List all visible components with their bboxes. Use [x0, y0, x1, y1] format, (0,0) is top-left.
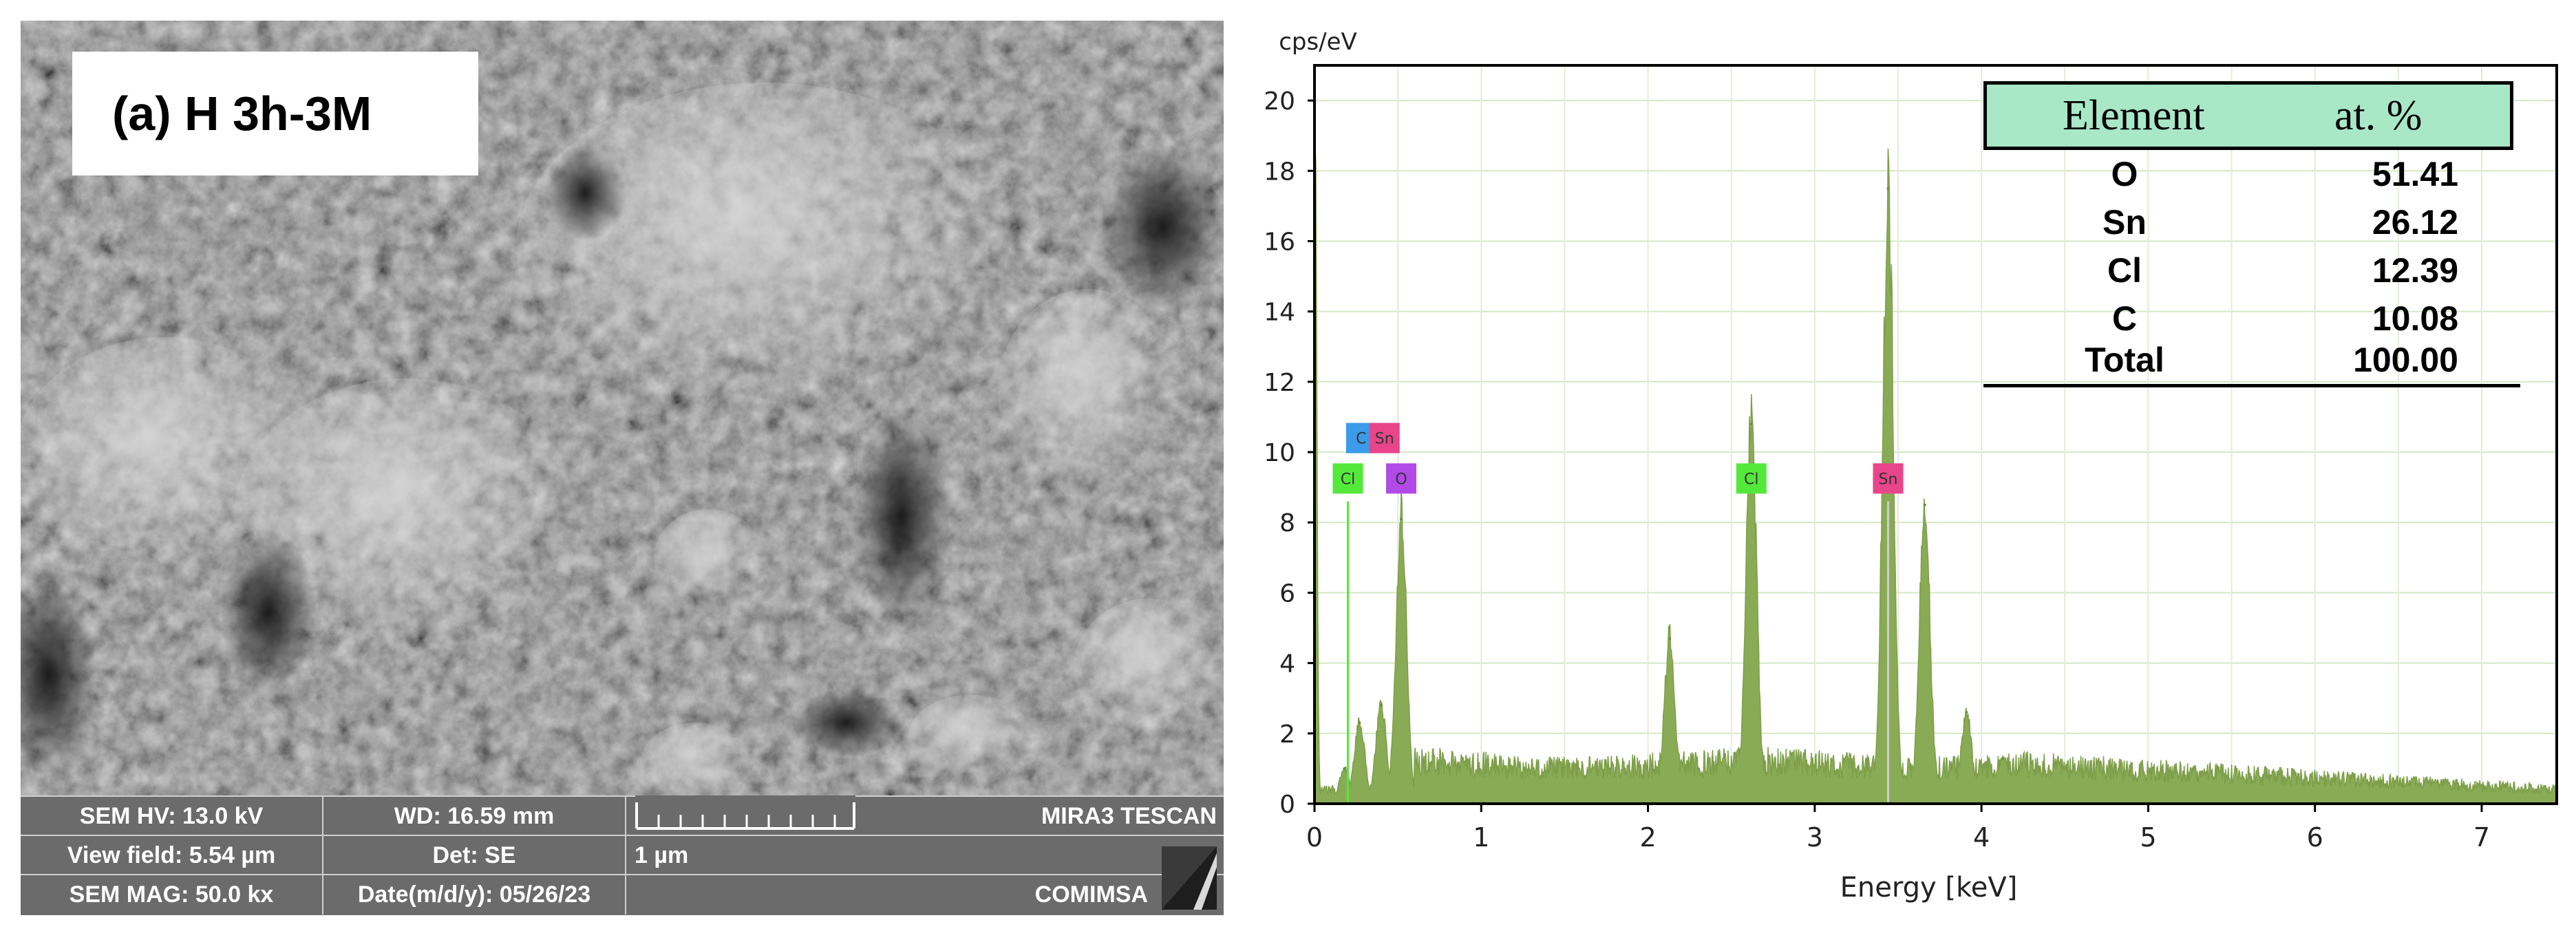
- info-row: View field: 5.54 µm Det: SE 1 µm: [21, 835, 1224, 875]
- table-cell-element: Cl: [2107, 251, 2142, 290]
- spectrum-peak: [1379, 703, 1383, 707]
- element-marker-label: Cl: [1744, 471, 1758, 488]
- lab-text: COMIMSA: [1034, 881, 1148, 908]
- y-tick-label: 2: [1279, 720, 1295, 749]
- info-row: SEM HV: 13.0 kV WD: 16.59 mm MIRA3 TESCA…: [21, 795, 1224, 836]
- table-header: Element at. %: [1983, 81, 2513, 150]
- column-header-at-pct: at. %: [2334, 92, 2423, 139]
- table-cell-element: Total: [2085, 341, 2164, 379]
- table-row: C 10.08: [1983, 295, 2520, 343]
- y-tick-label: 10: [1264, 439, 1295, 467]
- element-marker-box: [1332, 463, 1363, 494]
- view-field-text: View field: 5.54 µm: [21, 836, 323, 875]
- column-header-element: Element: [2063, 92, 2205, 139]
- scale-bar: [635, 795, 855, 830]
- sem-hv-text: SEM HV: 13.0 kV: [21, 797, 323, 836]
- y-tick-label: 0: [1279, 791, 1295, 819]
- spectrum-peak: [1749, 422, 1753, 426]
- info-row: SEM MAG: 50.0 kx Date(m/d/y): 05/26/23 C…: [21, 874, 1224, 914]
- x-tick-label: 1: [1473, 822, 1489, 853]
- table-row: Cl 12.39: [1983, 246, 2520, 295]
- spectrum-peak: [1399, 517, 1403, 521]
- y-tick-label: 6: [1279, 579, 1295, 608]
- element-marker-label: O: [1395, 471, 1407, 488]
- y-axis-label: cps/eV: [1279, 28, 1357, 56]
- table-cell-value: 26.12: [2372, 203, 2458, 242]
- element-marker-label: C: [1356, 431, 1366, 448]
- instrument-text: MIRA3 TESCAN: [1041, 803, 1217, 829]
- spectrum-peak: [1923, 503, 1926, 506]
- plot-frame: [1313, 64, 2558, 805]
- element-marker-box: [1873, 463, 1904, 494]
- sem-info-bar: SEM HV: 13.0 kV WD: 16.59 mm MIRA3 TESCA…: [21, 795, 1224, 915]
- spectrum-peak: [1965, 711, 1968, 714]
- table-cell-value: 10.08: [2372, 299, 2458, 338]
- table-cell-value: 100.00: [2353, 341, 2458, 379]
- table-cell-value: 12.39: [2372, 251, 2458, 290]
- element-marker-cl: Cl: [1736, 463, 1767, 494]
- x-tick-label: 7: [2473, 822, 2490, 853]
- spectrum-peak: [1343, 767, 1346, 770]
- sem-micrograph: [21, 21, 1224, 795]
- element-marker-sn: Sn: [1873, 463, 1904, 494]
- x-tick-label: 2: [1639, 822, 1656, 853]
- element-marker-cl: Cl: [1332, 463, 1363, 494]
- comimsa-logo-icon: [1162, 846, 1217, 910]
- table-row-total: Total 100.00: [1983, 336, 2520, 384]
- x-tick-label: 4: [1973, 822, 1990, 853]
- spectrum-peak: [1668, 636, 1672, 640]
- element-marker-o: O: [1385, 463, 1416, 494]
- table-bottom-rule: [1983, 384, 2520, 387]
- sample-label-box: (a) H 3h-3M: [72, 52, 478, 175]
- y-tick-label: 20: [1264, 87, 1295, 116]
- wd-text: WD: 16.59 mm: [323, 797, 626, 836]
- scale-label: 1 µm: [635, 842, 689, 868]
- x-tick-label: 0: [1306, 822, 1323, 853]
- element-marker-box: [1736, 463, 1767, 494]
- table-row: Sn 26.12: [1983, 198, 2520, 246]
- y-tick-label: 12: [1264, 369, 1295, 397]
- spectrum-area: [1314, 125, 2557, 804]
- element-marker-box: [1385, 463, 1416, 494]
- y-tick-label: 18: [1264, 158, 1295, 186]
- sem-mag-text: SEM MAG: 50.0 kx: [21, 875, 323, 914]
- y-tick-label: 8: [1279, 509, 1295, 537]
- x-tick-label: 6: [2307, 822, 2323, 853]
- table-cell-value: 51.41: [2372, 155, 2458, 193]
- y-tick-label: 16: [1264, 228, 1295, 256]
- element-marker-label: Sn: [1878, 471, 1897, 488]
- sample-label: (a) H 3h-3M: [112, 87, 372, 140]
- spectrum-peak: [2001, 756, 2005, 760]
- table-row: O 51.41: [1983, 150, 2520, 198]
- detector-text: Det: SE: [323, 836, 626, 875]
- element-marker-sn: Sn: [1369, 422, 1400, 453]
- table-cell-element: Sn: [2103, 203, 2147, 242]
- table-cell-element: C: [2111, 299, 2138, 338]
- spectrum-peak: [1886, 186, 1890, 190]
- element-marker-label: Cl: [1341, 471, 1355, 488]
- element-marker-label: Sn: [1375, 431, 1394, 448]
- y-tick-label: 14: [1264, 299, 1295, 327]
- x-tick-label: 3: [1807, 822, 1823, 853]
- table-cell-element: O: [2111, 155, 2138, 193]
- element-marker-box: [1369, 422, 1400, 453]
- y-tick-label: 4: [1279, 650, 1295, 678]
- eds-spectrum-chart: C Sn Cl O Cl Sn 0 2 4 6 8 10 12 14 16 18 20 0 1 2 3 4 5 6 7 cps/e…: [1249, 14, 2570, 922]
- sem-panel: (a) H 3h-3M SEM HV: 13.0 kV WD: 16.59 mm…: [21, 21, 1224, 915]
- x-tick-label: 5: [2140, 822, 2156, 853]
- spectrum-peak: [1358, 721, 1361, 725]
- x-axis-label: Energy [keV]: [1840, 872, 2018, 903]
- date-text: Date(m/d/y): 05/26/23: [323, 875, 626, 914]
